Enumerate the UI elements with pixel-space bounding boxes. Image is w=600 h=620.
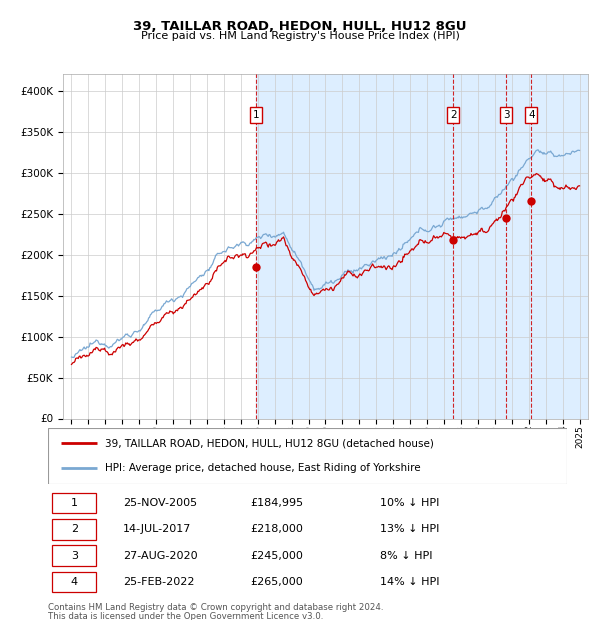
Text: HPI: Average price, detached house, East Riding of Yorkshire: HPI: Average price, detached house, East…	[105, 463, 421, 473]
Text: 13% ↓ HPI: 13% ↓ HPI	[380, 525, 440, 534]
Text: £218,000: £218,000	[250, 525, 303, 534]
Text: 2: 2	[450, 110, 457, 120]
Bar	[256, 74, 590, 418]
Text: £265,000: £265,000	[250, 577, 303, 587]
Text: 2: 2	[71, 525, 78, 534]
Text: £184,995: £184,995	[250, 498, 304, 508]
Text: Price paid vs. HM Land Registry's House Price Index (HPI): Price paid vs. HM Land Registry's House …	[140, 31, 460, 41]
Text: This data is licensed under the Open Government Licence v3.0.: This data is licensed under the Open Gov…	[48, 612, 323, 620]
Text: £245,000: £245,000	[250, 551, 303, 560]
FancyBboxPatch shape	[52, 546, 96, 566]
Text: 4: 4	[528, 110, 535, 120]
Text: 1: 1	[71, 498, 78, 508]
Text: 8% ↓ HPI: 8% ↓ HPI	[380, 551, 433, 560]
Text: 14% ↓ HPI: 14% ↓ HPI	[380, 577, 440, 587]
Text: Contains HM Land Registry data © Crown copyright and database right 2024.: Contains HM Land Registry data © Crown c…	[48, 603, 383, 612]
FancyBboxPatch shape	[52, 519, 96, 539]
Text: 3: 3	[71, 551, 78, 560]
Text: 25-FEB-2022: 25-FEB-2022	[123, 577, 195, 587]
Text: 25-NOV-2005: 25-NOV-2005	[123, 498, 197, 508]
FancyBboxPatch shape	[52, 572, 96, 592]
Text: 1: 1	[253, 110, 259, 120]
FancyBboxPatch shape	[48, 428, 567, 484]
Text: 39, TAILLAR ROAD, HEDON, HULL, HU12 8GU: 39, TAILLAR ROAD, HEDON, HULL, HU12 8GU	[133, 20, 467, 33]
FancyBboxPatch shape	[52, 493, 96, 513]
Text: 4: 4	[71, 577, 78, 587]
Text: 3: 3	[503, 110, 509, 120]
Text: 10% ↓ HPI: 10% ↓ HPI	[380, 498, 440, 508]
Text: 14-JUL-2017: 14-JUL-2017	[123, 525, 191, 534]
Text: 27-AUG-2020: 27-AUG-2020	[123, 551, 198, 560]
Text: 39, TAILLAR ROAD, HEDON, HULL, HU12 8GU (detached house): 39, TAILLAR ROAD, HEDON, HULL, HU12 8GU …	[105, 438, 434, 448]
